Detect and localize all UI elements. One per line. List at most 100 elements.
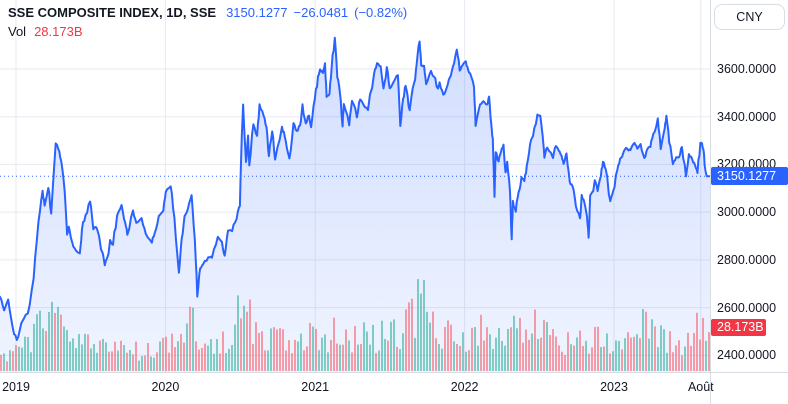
volume-bar-down [276, 329, 278, 371]
volume-bar-up [33, 323, 35, 371]
volume-bar-down [45, 331, 47, 371]
volume-bar-down [6, 361, 8, 371]
volume-bar-up [399, 349, 401, 371]
volume-bar-up [684, 346, 686, 371]
volume-bar-down [561, 351, 563, 371]
volume-bar-down [201, 347, 203, 371]
currency-button[interactable]: CNY [714, 4, 785, 30]
volume-bar-down [483, 340, 485, 371]
volume-bar-down [471, 327, 473, 371]
volume-bar-down [15, 345, 17, 371]
volume-bar-down [108, 351, 110, 371]
volume-bar-down [273, 327, 275, 371]
volume-bar-down [246, 311, 248, 371]
volume-bar-down [99, 340, 101, 371]
volume-bar-up [363, 322, 365, 371]
volume-bar-up [207, 345, 209, 371]
volume-bar-up [225, 353, 227, 371]
volume-bar-down [87, 334, 89, 371]
volume-bar-down [252, 344, 254, 371]
volume-bar-up [453, 341, 455, 371]
volume-bar-up [297, 341, 299, 371]
volume-bar-down [135, 341, 137, 371]
volume-bar-down [690, 345, 692, 371]
volume-bar-up [213, 353, 215, 371]
volume-bar-up [3, 353, 5, 371]
volume-bar-down [573, 345, 575, 371]
volume-bar-up [141, 356, 143, 371]
volume-bar-up [657, 347, 659, 371]
volume-bar-up [357, 344, 359, 371]
volume-bar-up [546, 322, 548, 371]
volume-bar-down [189, 306, 191, 371]
volume-bar-down [171, 333, 173, 371]
volume-bar-down [468, 350, 470, 371]
axis-vertical-separator [710, 0, 711, 404]
time-tick-label: 2023 [600, 380, 628, 394]
volume-bar-down [528, 339, 530, 371]
volume-bar-down [303, 350, 305, 371]
volume-bar-down [408, 302, 410, 371]
volume-bar-down [249, 299, 251, 371]
volume-bar-up [138, 360, 140, 371]
volume-bar-up [84, 333, 86, 371]
volume-bar-up [429, 322, 431, 371]
volume-bar-up [651, 319, 653, 371]
volume-bar-down [315, 328, 317, 371]
price-axis[interactable]: 3600.0000 3400.0000 3200.0000 3000.0000 2800… [711, 0, 788, 372]
volume-bar-down [459, 346, 461, 371]
volume-bar-up [216, 339, 218, 371]
volume-bar-down [279, 328, 281, 371]
volume-bar-up [366, 331, 368, 371]
volume-bar-down [219, 353, 221, 371]
volume-bar-up [465, 351, 467, 371]
volume-bar-up [495, 337, 497, 371]
volume-bar-down [564, 355, 566, 371]
volume-bar-down [405, 309, 407, 371]
volume-bars [0, 279, 710, 371]
volume-bar-down [0, 354, 2, 371]
volume-bar-down [558, 345, 560, 371]
volume-bar-up [90, 348, 92, 371]
volume-bar-up [9, 350, 11, 371]
volume-bar-down [597, 326, 599, 371]
volume-bar-down [126, 352, 128, 371]
price-change-value: −26.0481 [293, 5, 349, 20]
volume-bar-down [444, 327, 446, 371]
volume-bar-up [105, 342, 107, 371]
volume-bar-up [414, 337, 416, 371]
volume-bar-up [618, 340, 620, 371]
volume-bar-up [660, 325, 662, 371]
volume-bar-up [612, 351, 614, 371]
volume-bar-down [294, 339, 296, 371]
volume-bar-up [234, 324, 236, 371]
volume-bar-down [345, 329, 347, 371]
time-axis[interactable]: 2019 2020 2021 2022 2023 Août [0, 373, 714, 404]
volume-bar-down [633, 336, 635, 371]
volume-bar-up [600, 347, 602, 371]
volume-bar-up [390, 321, 392, 371]
volume-bar-up [24, 336, 26, 371]
volume-bar-down [510, 327, 512, 371]
price-chart-canvas[interactable] [0, 0, 711, 372]
volume-bar-up [423, 279, 425, 371]
volume-bar-up [441, 348, 443, 371]
volume-bar-down [435, 338, 437, 371]
volume-bar-down [351, 352, 353, 371]
volume-bar-up [39, 310, 41, 371]
volume-bar-down [519, 317, 521, 371]
volume-bar-up [102, 338, 104, 371]
volume-bar-up [381, 320, 383, 371]
symbol-title[interactable]: SSE COMPOSITE INDEX, 1D, SSE [8, 5, 217, 20]
volume-bar-down [567, 332, 569, 371]
volume-bar-down [306, 346, 308, 371]
time-tick-label: Août [687, 380, 714, 394]
volume-bar-up [474, 327, 476, 371]
volume-bar-down [591, 347, 593, 371]
axis-horizontal-separator [0, 372, 788, 373]
volume-bar-down [288, 340, 290, 371]
volume-bar-down [336, 343, 338, 371]
volume-bar-up [192, 307, 194, 371]
volume-bar-up [531, 333, 533, 371]
volume-bar-up [72, 338, 74, 371]
